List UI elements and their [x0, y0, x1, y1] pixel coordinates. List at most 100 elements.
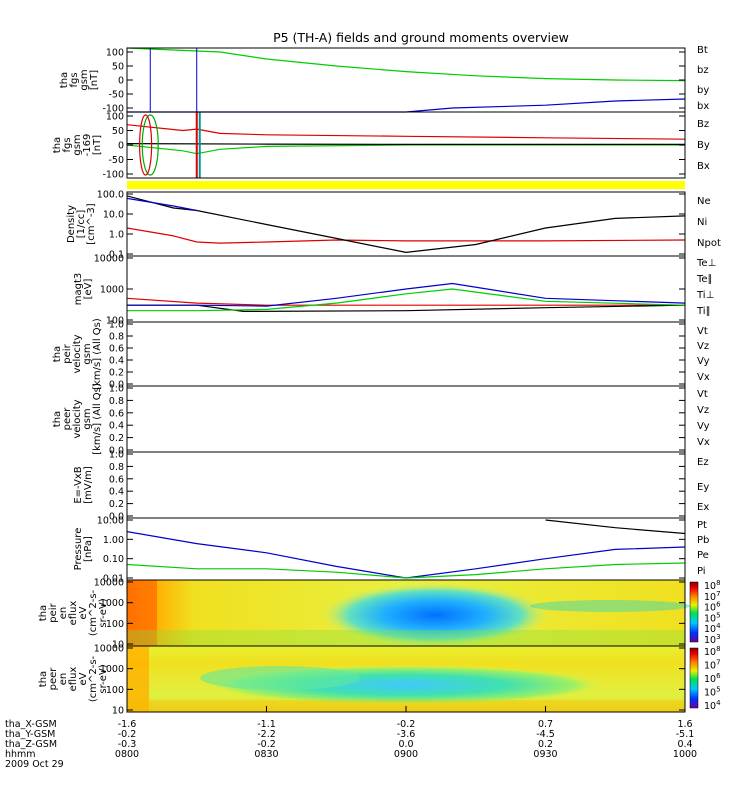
- date-label: 2009 Oct 29: [5, 759, 64, 770]
- y-tick-label: 0: [118, 76, 124, 87]
- axis-row-value: 0.7: [538, 719, 553, 730]
- axis-row-value: 1000: [673, 749, 697, 760]
- y-axis-label: [km/s] (All Qs): [92, 383, 103, 455]
- series-pressure-Pt: [545, 519, 686, 535]
- series-density-Npot: [126, 197, 197, 212]
- axis-row-value: -5.1: [676, 729, 695, 740]
- y-axis-label: eV: [78, 672, 89, 685]
- y-tick-label: 0.4: [109, 487, 124, 498]
- legend-bz: bz: [697, 65, 709, 76]
- data-marks: [126, 47, 686, 579]
- panel-frame: [126, 385, 686, 453]
- y-axis-label: [nT]: [89, 70, 100, 90]
- legend-Ti⊥: Ti⊥: [696, 290, 714, 301]
- legend-Ni: Ni: [697, 217, 707, 228]
- legend-Ey: Ey: [697, 482, 709, 493]
- y-tick-label: -50: [108, 155, 124, 166]
- axis-row-label: tha_X-GSM: [5, 719, 57, 730]
- y-tick-label: 100: [106, 619, 124, 630]
- axis-row-value: -1.1: [257, 719, 276, 730]
- axis-row-value: 0.2: [538, 739, 553, 750]
- peer-spectrogram: [127, 646, 685, 712]
- y-axis-label: peir: [48, 602, 59, 622]
- axis-row-value: 0830: [254, 749, 278, 760]
- axis-row-value: 0930: [533, 749, 557, 760]
- transient-loop: [141, 114, 159, 176]
- panel-frame: [126, 451, 686, 519]
- y-tick-label: 0.10: [103, 554, 124, 565]
- legend-Vz: Vz: [697, 341, 709, 352]
- y-tick-label: 0.6: [109, 408, 124, 419]
- y-axis-label: velocity: [72, 334, 83, 373]
- series-fgs2-Bz: [126, 124, 686, 140]
- y-tick-label: 0: [118, 141, 124, 152]
- legend-Ex: Ex: [697, 502, 709, 513]
- flag-bar: [127, 181, 685, 189]
- legend-Bt: Bt: [697, 45, 708, 56]
- colorbar-label: 106: [704, 672, 721, 685]
- y-axis-label: gsm: [82, 408, 93, 429]
- colorbar-label: 105: [704, 686, 721, 699]
- y-axis-label: gsm: [72, 134, 83, 155]
- axis-row-value: 0800: [115, 749, 139, 760]
- y-tick-label: 100: [106, 48, 124, 59]
- axis-row-value: -0.3: [118, 739, 137, 750]
- panel-fgs2: 100 50 0 -50 -100 tha fgs gsm -169 [nT] Bz By Bx: [52, 111, 710, 181]
- series-density-Ne: [126, 227, 686, 244]
- axis-row-value: -2.2: [257, 729, 276, 740]
- colorbar-label: 108: [704, 645, 721, 658]
- y-tick-label: 0.8: [109, 462, 124, 473]
- panel-fgs: 100 50 0 -50 -100 tha fgs gsm [nT] Bt bz by bx: [59, 45, 709, 115]
- legend-Vy: Vy: [697, 356, 710, 367]
- series-fgs-by: [126, 47, 686, 82]
- y-tick-label: 1.0: [109, 320, 124, 331]
- y-tick-label: 10: [112, 706, 124, 717]
- y-axis-label: peer: [48, 667, 59, 691]
- y-axis-label: gsm: [82, 343, 93, 364]
- y-tick-label: 10: [112, 640, 124, 651]
- series-fgs2-Bx: [126, 143, 685, 145]
- legend-Npot: Npot: [697, 238, 721, 249]
- y-tick-label: 0.1: [109, 250, 124, 261]
- axis-row-value: -0.2: [118, 729, 137, 740]
- y-axis-label: (cm^2-s-: [88, 655, 99, 702]
- y-axis-label: tha: [59, 72, 70, 88]
- y-tick-label: 1.00: [103, 535, 124, 546]
- colorbar-label: 104: [704, 699, 721, 712]
- panel-frame: [126, 517, 686, 581]
- legend-Te∥: Te∥: [696, 274, 713, 285]
- legend-Pb: Pb: [697, 535, 709, 546]
- y-tick-label: 100: [106, 112, 124, 123]
- y-tick-label: 10000: [94, 254, 124, 265]
- axis-row-value: 0.4: [677, 739, 692, 750]
- axis-row-value: -3.6: [397, 729, 416, 740]
- y-axis-label: sr-eV): [98, 664, 109, 693]
- y-axis-label: tha: [52, 346, 63, 362]
- y-tick-label: 0.0: [109, 380, 124, 391]
- y-tick-label: 0.6: [109, 344, 124, 355]
- legend-Vy: Vy: [697, 421, 710, 432]
- series-pressure-Pe: [126, 562, 686, 579]
- panels: [127, 181, 690, 712]
- panel-frame: [126, 321, 686, 387]
- y-axis-label: en: [58, 673, 69, 686]
- y-tick-label: 1.0: [109, 450, 124, 461]
- legend-Pi: Pi: [697, 566, 706, 577]
- y-tick-label: 0.0: [109, 446, 124, 457]
- legend-Vx: Vx: [697, 437, 710, 448]
- panel-frame: [126, 191, 686, 257]
- y-axis-label: velocity: [72, 399, 83, 438]
- axis-row-value: -0.2: [397, 719, 416, 730]
- y-tick-label: -100: [102, 104, 124, 115]
- y-axis-label: en: [58, 607, 69, 620]
- y-axis-label: gsm: [79, 69, 90, 90]
- series-fgs2-By: [126, 144, 685, 155]
- axis-row-value: 0900: [394, 749, 418, 760]
- y-tick-label: 1.0: [109, 230, 124, 241]
- colorbar-label: 107: [704, 659, 721, 672]
- y-axis-label: magt3: [73, 273, 84, 306]
- y-tick-label: 10000: [94, 578, 124, 589]
- legend-Ti∥: Ti∥: [696, 306, 711, 317]
- panel-temp: 10000 1000 100 magt3 [eV] Te⊥ Te∥ Ti⊥ Ti∥: [73, 254, 716, 327]
- y-axis-label: eV: [78, 606, 89, 619]
